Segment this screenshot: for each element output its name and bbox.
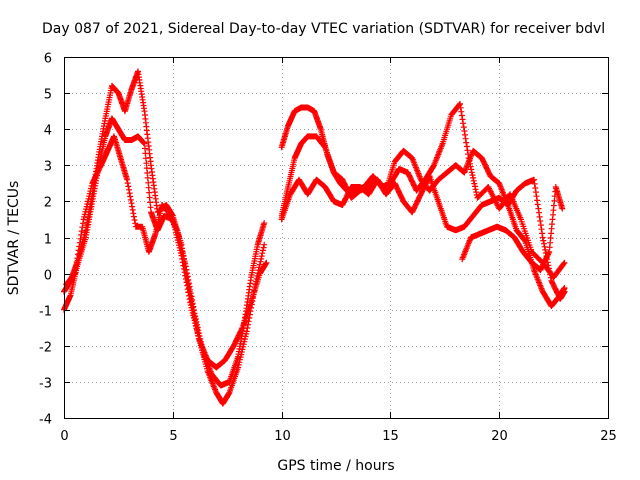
- series-markers: [61, 115, 270, 371]
- series-markers: [63, 133, 268, 389]
- x-axis-title: GPS time / hours: [277, 458, 394, 474]
- series-track-7: [459, 184, 566, 273]
- x-tick-label: 5: [169, 429, 177, 444]
- series-markers: [278, 173, 568, 302]
- series-markers: [61, 68, 268, 407]
- y-tick-label: 6: [44, 52, 52, 67]
- data-points: [61, 68, 568, 407]
- y-tick-label: 2: [44, 196, 52, 211]
- series-track-3: [63, 133, 268, 389]
- y-tick-label: 5: [44, 88, 52, 103]
- y-axis-title: SDTVAR / TECUs: [6, 181, 22, 296]
- y-tick-label: -3: [39, 377, 52, 392]
- series-track-1: [61, 115, 270, 371]
- y-tick-label: -2: [39, 341, 52, 356]
- chart-title: Day 087 of 2021, Sidereal Day-to-day VTE…: [42, 21, 605, 37]
- y-tick-label: 3: [44, 160, 52, 175]
- y-tick-label: -1: [39, 305, 52, 320]
- y-tick-label: 0: [44, 269, 52, 284]
- x-tick-label: 15: [382, 429, 399, 444]
- y-tick-label: 1: [44, 233, 52, 248]
- axis-ticks: 0 5 10 15 20 25 -4 -3 -2 -1 0 1 2 3 4 5 6: [39, 52, 617, 445]
- x-tick-label: 10: [274, 429, 291, 444]
- x-tick-label: 0: [60, 429, 68, 444]
- x-tick-label: 25: [600, 429, 617, 444]
- x-tick-label: 20: [491, 429, 508, 444]
- series-track-6: [278, 173, 568, 302]
- series-track-2: [61, 68, 268, 407]
- y-tick-label: -4: [39, 413, 52, 428]
- series-markers: [459, 184, 566, 273]
- y-tick-label: 4: [44, 124, 52, 139]
